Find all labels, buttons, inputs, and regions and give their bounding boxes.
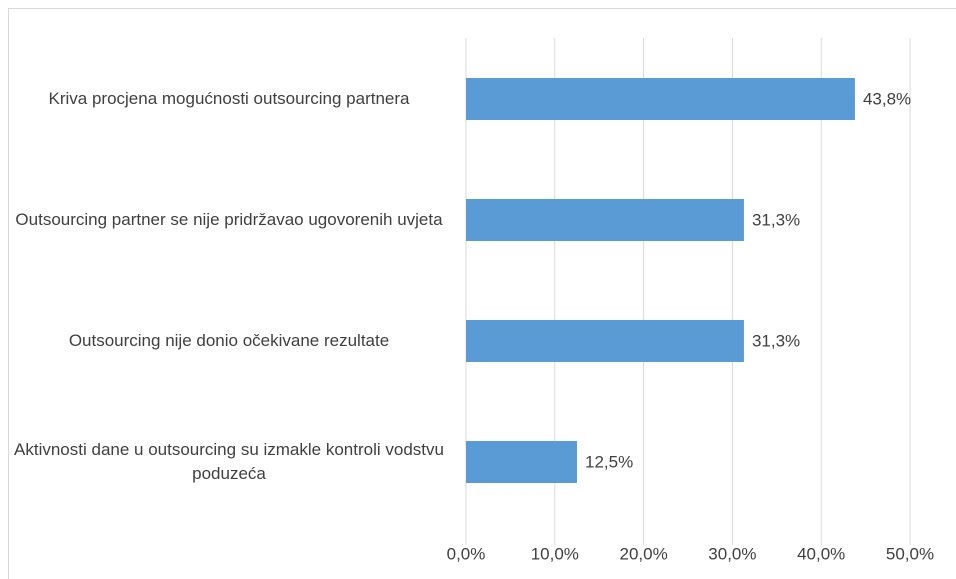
x-tick-label: 10,0%	[531, 544, 579, 563]
data-label: 43,8%	[863, 89, 911, 108]
category-label: Aktivnosti dane u outsourcing su izmakle…	[14, 440, 444, 483]
bar	[466, 199, 744, 241]
x-tick-label: 30,0%	[708, 544, 756, 563]
data-label: 31,3%	[752, 331, 800, 350]
category-label: Kriva procjena mogućnosti outsourcing pa…	[48, 89, 410, 108]
x-tick-label: 20,0%	[619, 544, 667, 563]
bar	[466, 441, 577, 483]
bar	[466, 320, 744, 362]
bar	[466, 78, 855, 120]
x-tick-label: 50,0%	[886, 544, 934, 563]
data-label: 31,3%	[752, 210, 800, 229]
x-tick-label: 0,0%	[447, 544, 486, 563]
category-label: Outsourcing nije donio očekivane rezulta…	[68, 331, 390, 350]
chart-border	[8, 8, 956, 579]
data-label: 12,5%	[585, 452, 633, 471]
x-tick-label: 40,0%	[797, 544, 845, 563]
category-label: Outsourcing partner se nije pridržavao u…	[15, 210, 443, 229]
